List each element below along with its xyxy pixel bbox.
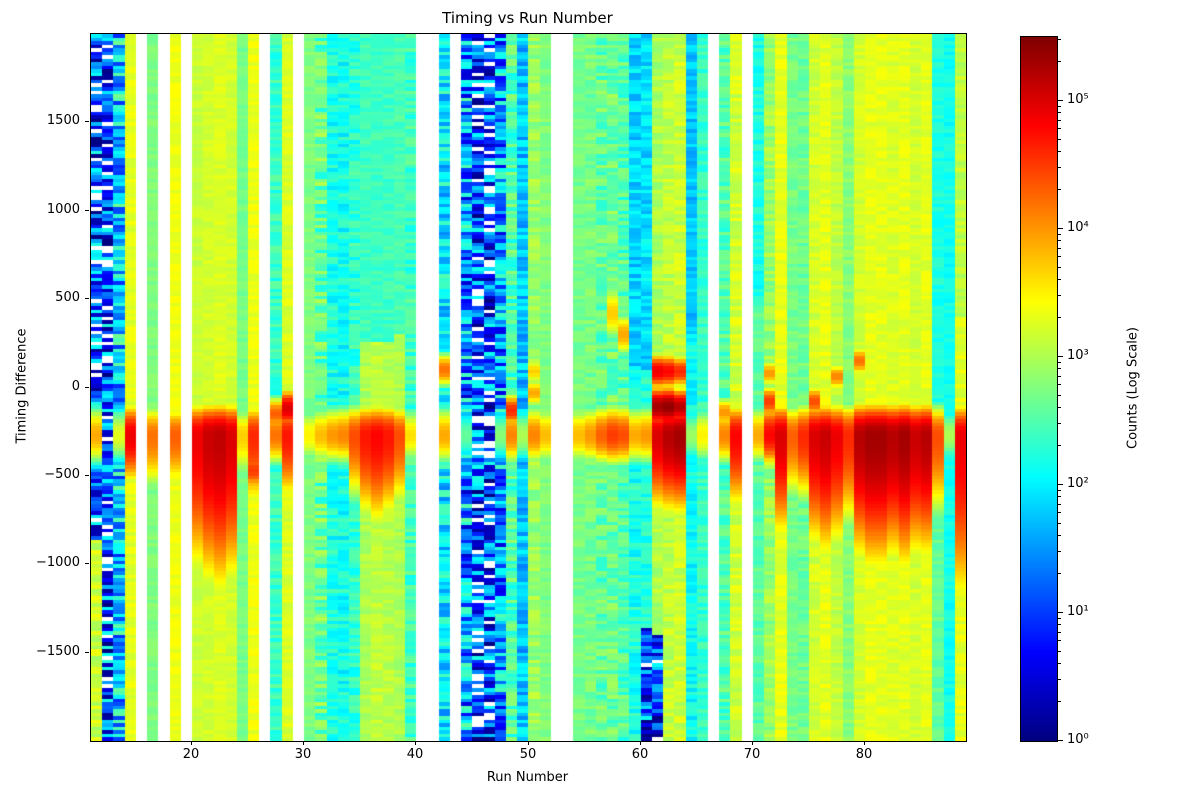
chart-title: Timing vs Run Number [442, 9, 613, 27]
colorbar-minor-tick [1058, 504, 1061, 505]
colorbar-minor-tick [1058, 234, 1061, 235]
y-tick-mark [85, 298, 89, 299]
colorbar-minor-tick [1058, 535, 1061, 536]
colorbar-minor-tick [1058, 240, 1061, 241]
colorbar-tick-label: 10¹ [1067, 604, 1089, 619]
plot-area [90, 33, 967, 742]
colorbar-minor-tick [1058, 407, 1061, 408]
x-tick-label: 80 [855, 747, 873, 762]
colorbar-minor-tick [1058, 368, 1061, 369]
colorbar-minor-tick [1058, 128, 1061, 129]
colorbar-minor-tick [1058, 618, 1061, 619]
y-tick-label: −500 [44, 467, 80, 482]
y-tick-label: 500 [55, 290, 80, 305]
y-tick-mark [85, 121, 89, 122]
colorbar-tick-label: 10² [1067, 476, 1089, 491]
y-tick-label: −1000 [36, 555, 80, 570]
colorbar-minor-tick [1058, 317, 1061, 318]
colorbar-minor-tick [1058, 267, 1061, 268]
y-tick-label: −1500 [36, 644, 80, 659]
colorbar-minor-tick [1058, 640, 1061, 641]
colorbar-minor-tick [1058, 139, 1061, 140]
colorbar-tick-mark [1058, 740, 1063, 741]
x-axis-label: Run Number [486, 770, 569, 785]
colorbar-tick-label: 10⁴ [1067, 220, 1089, 235]
colorbar-tick-mark [1058, 612, 1063, 613]
colorbar-canvas [1021, 37, 1057, 741]
colorbar-tick-label: 10⁵ [1067, 92, 1089, 107]
x-tick-mark [752, 741, 753, 745]
colorbar-minor-tick [1058, 248, 1061, 249]
x-tick-mark [415, 741, 416, 745]
y-tick-mark [85, 387, 89, 388]
colorbar-minor-tick [1058, 167, 1061, 168]
colorbar-minor-tick [1058, 523, 1061, 524]
x-tick-label: 40 [406, 747, 424, 762]
colorbar-minor-tick [1058, 496, 1061, 497]
x-tick-label: 30 [294, 747, 312, 762]
colorbar-minor-tick [1058, 423, 1061, 424]
colorbar-minor-tick [1058, 632, 1061, 633]
x-tick-mark [864, 741, 865, 745]
colorbar-minor-tick [1058, 189, 1061, 190]
colorbar-minor-tick [1058, 573, 1061, 574]
y-tick-mark [85, 652, 89, 653]
colorbar-minor-tick [1058, 39, 1061, 40]
heatmap-canvas [91, 34, 966, 741]
y-tick-label: 1500 [46, 113, 80, 128]
colorbar-minor-tick [1058, 384, 1061, 385]
colorbar-tick-mark [1058, 356, 1063, 357]
colorbar-minor-tick [1058, 663, 1061, 664]
colorbar-minor-tick [1058, 112, 1061, 113]
colorbar-minor-tick [1058, 395, 1061, 396]
colorbar-tick-label: 10³ [1067, 348, 1089, 363]
colorbar-minor-tick [1058, 61, 1061, 62]
y-axis-label: Timing Difference [14, 328, 30, 444]
colorbar-tick-mark [1058, 484, 1063, 485]
colorbar-minor-tick [1058, 256, 1061, 257]
colorbar-minor-tick [1058, 151, 1061, 152]
colorbar-minor-tick [1058, 295, 1061, 296]
x-tick-label: 50 [519, 747, 537, 762]
colorbar-minor-tick [1058, 445, 1061, 446]
colorbar [1020, 36, 1058, 742]
colorbar-label: Counts (Log Scale) [1125, 327, 1141, 449]
x-tick-mark [528, 741, 529, 745]
x-tick-mark [640, 741, 641, 745]
colorbar-tick-mark [1058, 228, 1063, 229]
colorbar-minor-tick [1058, 701, 1061, 702]
colorbar-minor-tick [1058, 512, 1061, 513]
colorbar-minor-tick [1058, 624, 1061, 625]
y-tick-label: 0 [71, 379, 80, 394]
y-tick-mark [85, 475, 89, 476]
colorbar-minor-tick [1058, 679, 1061, 680]
y-tick-mark [85, 563, 89, 564]
colorbar-minor-tick [1058, 279, 1061, 280]
y-tick-label: 1000 [46, 202, 80, 217]
y-tick-mark [85, 210, 89, 211]
colorbar-minor-tick [1058, 362, 1061, 363]
x-tick-mark [303, 741, 304, 745]
colorbar-minor-tick [1058, 376, 1061, 377]
colorbar-tick-label: 10⁰ [1067, 732, 1089, 747]
x-tick-label: 70 [743, 747, 761, 762]
colorbar-minor-tick [1058, 106, 1061, 107]
x-tick-label: 60 [631, 747, 649, 762]
colorbar-tick-mark [1058, 100, 1063, 101]
colorbar-minor-tick [1058, 551, 1061, 552]
colorbar-minor-tick [1058, 490, 1061, 491]
x-tick-mark [191, 741, 192, 745]
colorbar-minor-tick [1058, 120, 1061, 121]
x-tick-label: 20 [182, 747, 200, 762]
colorbar-minor-tick [1058, 651, 1061, 652]
